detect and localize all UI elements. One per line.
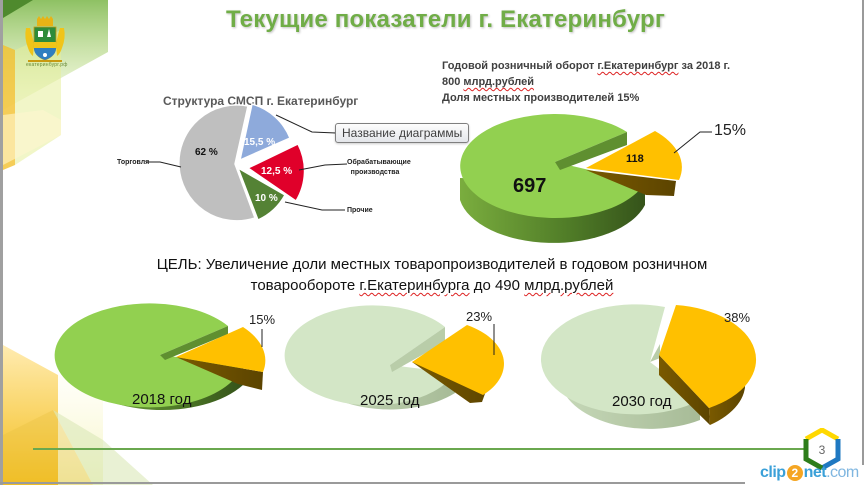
share-annotation-15: 15% — [714, 122, 746, 139]
slice-label-other: 10 % — [255, 193, 278, 204]
clip2net-watermark: clip 2 net.com — [760, 464, 859, 481]
emblem-caption: екатеринбург.рф — [26, 62, 68, 68]
pie-slice-other[interactable] — [236, 166, 287, 222]
slice-value-118: 118 — [626, 153, 644, 165]
pie-2018-share-label: 15% — [249, 312, 275, 327]
slice-label-unnamed: 15,5 % — [244, 137, 275, 148]
pie-2025-share-label: 23% — [466, 309, 492, 324]
legend-other: Прочие — [347, 207, 373, 214]
frame-border-right — [862, 0, 864, 465]
pie-slice-trade[interactable] — [178, 104, 256, 222]
pie-2025-slice-local[interactable] — [412, 325, 504, 395]
pie-2025-year-label: 2025 год — [360, 392, 420, 409]
pie-slice-others-697[interactable] — [460, 114, 645, 219]
slice-label-manufacturing: 12,5 % — [261, 166, 292, 177]
legend-trade: Торговля — [117, 159, 149, 166]
pie-slice-local-118[interactable] — [586, 131, 682, 180]
chart-title-tooltip: Название диаграммы — [335, 123, 470, 143]
footer-divider — [33, 448, 809, 450]
info-line-2: 800 млрд.рублей — [442, 76, 534, 88]
pie-2030-year-label: 2030 год — [612, 393, 672, 410]
goal-text: ЦЕЛЬ: Увеличение доли местных товаропрои… — [100, 254, 764, 296]
pie-2025-slice-others[interactable] — [284, 305, 455, 406]
pie-slice-manufacturing[interactable] — [246, 143, 306, 203]
goal-line-2: товарообороте г.Екатеринбурга до 490 млр… — [250, 277, 614, 294]
pie-2030-slice-others[interactable] — [540, 304, 700, 415]
city-emblem-icon — [25, 16, 65, 62]
page-title: Текущие показатели г. Екатеринбург — [226, 6, 666, 33]
slice-label-trade: 62 % — [195, 147, 218, 158]
info-line-3: Доля местных производителей 15% — [442, 92, 640, 104]
info-line-1: Годовой розничный оборот г.Екатеринбург … — [442, 60, 731, 72]
smsp-pie-chart: 62 % 15,5 % 12,5 % 10 % Торговля Прочие — [117, 103, 373, 222]
pie-2018-slice-others[interactable] — [54, 303, 243, 408]
info-block: Годовой розничный оборот г.Екатеринбург … — [442, 58, 730, 106]
slice-value-697: 697 — [513, 175, 546, 197]
pie-2025: 23% 2025 год — [284, 305, 504, 410]
pie-2030-share-label: 38% — [724, 310, 750, 325]
pie-2030-slice-local[interactable] — [659, 305, 757, 408]
pie-2018-slice-local[interactable] — [176, 327, 266, 372]
smsp-chart-title: Структура СМСП г. Екатеринбург — [163, 94, 359, 108]
frame-border-left — [0, 0, 3, 485]
goal-line-1: ЦЕЛЬ: Увеличение доли местных товаропрои… — [156, 256, 708, 273]
pie-slice-unnamed[interactable] — [238, 103, 291, 162]
pie-2030: 38% 2030 год — [540, 304, 757, 429]
page-number: 3 — [819, 443, 826, 457]
legend-manufacturing: Обрабатывающие производства — [347, 159, 411, 176]
pie-2018-year-label: 2018 год — [132, 391, 192, 408]
main-turnover-pie: 697 118 15% — [460, 114, 746, 243]
page-number-badge: 3 — [803, 428, 841, 470]
pie-2018: 15% 2018 год — [54, 303, 275, 411]
frame-border-bottom — [0, 482, 745, 484]
